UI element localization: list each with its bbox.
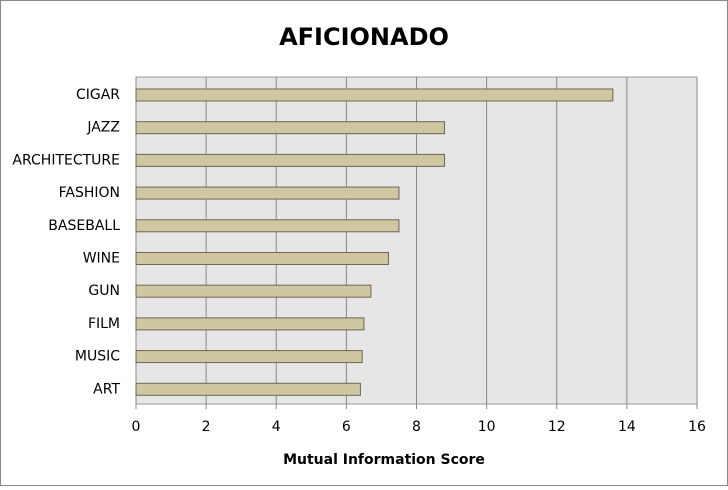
- y-tick-label: ART: [93, 381, 120, 397]
- y-tick-label: BASEBALL: [48, 218, 120, 234]
- x-axis-title: Mutual Information Score: [283, 452, 485, 468]
- bar: [135, 350, 363, 364]
- x-tick-label: 16: [688, 419, 706, 435]
- x-tick-label: 2: [202, 419, 211, 435]
- bar: [135, 284, 372, 298]
- x-tick-label: 4: [272, 419, 281, 435]
- y-tick-label: FASHION: [59, 185, 120, 201]
- y-tick-label: WINE: [83, 250, 120, 266]
- x-tick-label: 0: [132, 419, 141, 435]
- bar: [135, 219, 400, 233]
- x-tick-label: 8: [412, 419, 421, 435]
- bar: [135, 317, 365, 331]
- bar: [135, 382, 361, 396]
- bar: [135, 186, 400, 200]
- y-tick-label: CIGAR: [76, 87, 120, 103]
- y-tick-label: MUSIC: [75, 349, 120, 365]
- y-tick-label: GUN: [88, 283, 120, 299]
- y-tick-label: ARCHITECTURE: [12, 152, 120, 168]
- bar: [135, 153, 446, 167]
- x-tick-label: 10: [478, 419, 496, 435]
- x-tick-label: 6: [342, 419, 351, 435]
- chart-title: AFICIONADO: [279, 23, 449, 51]
- bar: [135, 251, 389, 265]
- x-tick-label: 12: [548, 419, 566, 435]
- y-tick-label: JAZZ: [86, 120, 120, 136]
- bar: [135, 88, 614, 102]
- bar: [135, 121, 446, 135]
- y-tick-label: FILM: [88, 316, 120, 332]
- x-tick-label: 14: [618, 419, 636, 435]
